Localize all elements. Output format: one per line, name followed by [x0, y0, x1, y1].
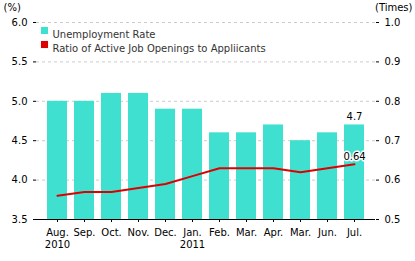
svg-text:0.7: 0.7 [385, 135, 401, 146]
svg-text:2010: 2010 [45, 239, 70, 250]
svg-text:Dec.: Dec. [154, 227, 177, 238]
svg-text:Mar.: Mar. [290, 227, 311, 238]
svg-text:5.0: 5.0 [12, 96, 28, 107]
svg-text:Feb.: Feb. [209, 227, 230, 238]
svg-text:Nov.: Nov. [128, 227, 150, 238]
svg-text:(Times): (Times) [375, 2, 413, 13]
svg-text:4.0: 4.0 [12, 174, 28, 185]
svg-text:5.5: 5.5 [12, 56, 28, 67]
svg-text:Ratio of Active Job Openings t: Ratio of Active Job Openings to Appliica… [53, 43, 266, 54]
svg-text:4.5: 4.5 [12, 135, 28, 146]
svg-text:0.9: 0.9 [385, 56, 401, 67]
svg-text:Oct.: Oct. [101, 227, 121, 238]
svg-text:Jul.: Jul. [346, 227, 362, 238]
svg-text:0.6: 0.6 [385, 174, 401, 185]
svg-text:2011: 2011 [180, 239, 205, 250]
svg-text:0.5: 0.5 [385, 214, 401, 225]
svg-text:0.64: 0.64 [343, 151, 365, 162]
svg-text:(%): (%) [4, 2, 21, 13]
svg-text:Jun.: Jun. [317, 227, 337, 238]
svg-text:Aug.: Aug. [46, 227, 69, 238]
svg-text:0.8: 0.8 [385, 96, 401, 107]
svg-text:Unemployment Rate: Unemployment Rate [53, 29, 156, 40]
svg-text:Jan.: Jan. [182, 227, 202, 238]
svg-text:4.7: 4.7 [347, 111, 363, 122]
svg-text:3.5: 3.5 [12, 214, 28, 225]
svg-text:Mar.: Mar. [236, 227, 257, 238]
svg-text:Apr.: Apr. [264, 227, 284, 238]
svg-text:Sep.: Sep. [73, 227, 95, 238]
svg-text:6.0: 6.0 [12, 17, 28, 28]
svg-text:1.0: 1.0 [385, 17, 401, 28]
